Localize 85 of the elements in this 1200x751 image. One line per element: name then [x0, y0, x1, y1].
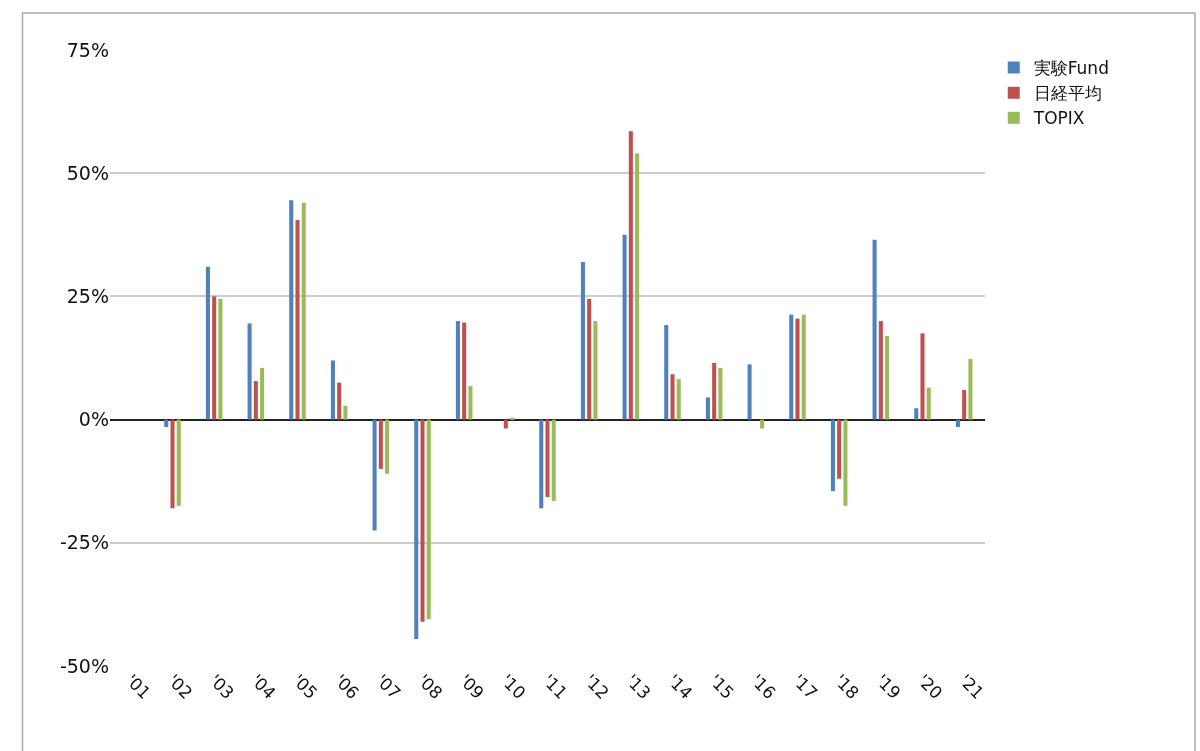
bar — [295, 220, 300, 420]
x-tick-label: '16 — [746, 670, 780, 703]
bar — [372, 419, 377, 531]
bar — [170, 419, 175, 509]
bar — [253, 381, 258, 420]
bar — [920, 333, 925, 420]
bar — [670, 374, 675, 420]
bar — [830, 419, 835, 492]
y-tick-label: -25% — [59, 531, 109, 554]
y-tick-label: 0% — [78, 408, 109, 431]
bar — [330, 360, 335, 420]
bar — [593, 321, 598, 420]
bar — [712, 362, 717, 420]
bar — [801, 314, 806, 420]
bar — [795, 318, 800, 420]
bar — [789, 314, 794, 420]
bar — [676, 379, 681, 420]
x-tick-label: '03 — [205, 670, 239, 703]
x-tick-label: '20 — [913, 670, 947, 703]
y-tick-label: -50% — [59, 654, 109, 677]
x-tick-label: '02 — [163, 670, 197, 703]
x-tick-label: '06 — [330, 670, 364, 703]
x-tick-label: '05 — [288, 670, 322, 703]
bar — [301, 202, 306, 420]
bar — [628, 131, 633, 420]
legend-label: 日経平均 — [1033, 83, 1102, 104]
bar — [212, 296, 217, 420]
bar — [545, 419, 550, 497]
bar — [872, 239, 877, 420]
y-tick-label: 50% — [66, 161, 109, 184]
bar — [420, 419, 425, 622]
x-tick-label: '19 — [871, 670, 905, 703]
bar — [455, 321, 460, 420]
x-tick-label: '04 — [246, 670, 280, 703]
x-tick-label: '17 — [788, 670, 822, 703]
bar — [551, 419, 556, 501]
bar — [914, 408, 919, 420]
bar — [343, 405, 348, 420]
bar — [587, 298, 592, 420]
x-tick-label: '21 — [955, 670, 989, 703]
bar — [164, 419, 169, 427]
bar — [462, 322, 467, 420]
bar — [247, 323, 252, 420]
bar — [885, 335, 890, 420]
x-tick-label: '08 — [413, 670, 447, 703]
bar — [289, 200, 294, 420]
bar — [968, 358, 973, 420]
bar — [962, 390, 967, 420]
legend-label: 実験Fund — [1033, 58, 1109, 79]
bar — [878, 321, 883, 420]
x-tick-label: '18 — [830, 670, 864, 703]
x-tick-label: '15 — [705, 670, 739, 703]
bar — [635, 153, 640, 420]
bar — [539, 419, 544, 509]
bar — [385, 419, 390, 474]
x-tick-label: '07 — [371, 670, 405, 703]
x-tick-label: '09 — [455, 670, 489, 703]
bar — [260, 367, 265, 420]
legend-label: TOPIX — [1032, 108, 1085, 129]
bar — [218, 298, 223, 420]
x-tick-label: '01 — [121, 670, 155, 703]
bar — [205, 266, 210, 420]
bar — [378, 419, 383, 469]
bar — [664, 324, 669, 420]
x-tick-label: '13 — [621, 670, 655, 703]
bar — [337, 382, 342, 420]
y-tick-label: 25% — [66, 285, 109, 308]
bar — [747, 364, 752, 420]
bar — [426, 419, 431, 620]
bar — [622, 234, 627, 420]
bar — [926, 387, 931, 420]
x-tick-label: '11 — [538, 670, 572, 703]
bar — [414, 419, 419, 639]
bar — [468, 386, 473, 420]
bar — [718, 367, 723, 420]
bar — [837, 419, 842, 479]
bar — [955, 419, 960, 427]
bar — [705, 397, 710, 420]
x-tick-label: '14 — [663, 670, 697, 703]
bar — [843, 419, 848, 506]
y-tick-label: 75% — [66, 38, 109, 61]
bar — [176, 419, 181, 506]
bar — [580, 261, 585, 420]
x-tick-label: '12 — [580, 670, 614, 703]
x-tick-label: '10 — [496, 670, 530, 703]
